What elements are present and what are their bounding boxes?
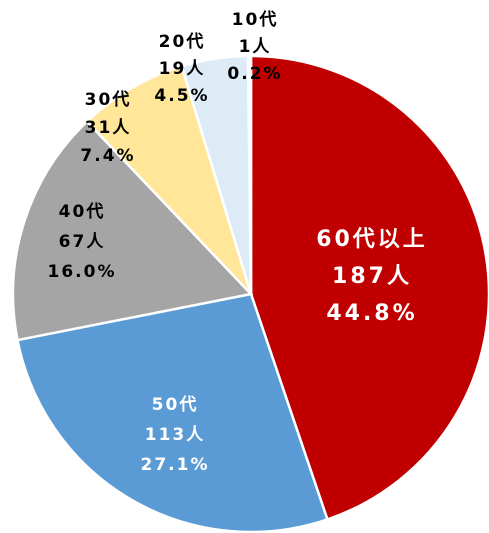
pie-slice xyxy=(249,54,489,521)
slice-value-label: 27.1% xyxy=(141,455,210,475)
slice-count-label: 19人 xyxy=(159,59,206,79)
pie-slice xyxy=(85,64,253,295)
slice-category-label: 50代 xyxy=(152,394,199,415)
slice-value-label: 0.2% xyxy=(227,64,282,84)
slice-value-label: 7.4% xyxy=(80,146,135,166)
slice-count-label: 31人 xyxy=(85,118,132,138)
pie-slice xyxy=(246,54,253,295)
pie-slice xyxy=(16,292,329,533)
slice-count-label: 67人 xyxy=(59,232,106,252)
slice-category-label: 40代 xyxy=(59,201,106,222)
slice-value-label: 4.5% xyxy=(154,86,209,106)
pie-slice xyxy=(11,119,254,342)
slice-count-label: 113人 xyxy=(145,425,206,445)
slice-category-label: 20代 xyxy=(159,31,206,52)
slice-category-label: 30代 xyxy=(85,89,132,110)
slice-category-label: 60代以上 xyxy=(316,227,428,252)
slice-value-label: 16.0% xyxy=(48,262,117,282)
slice-category-label: 10代 xyxy=(232,9,279,30)
slice-count-label: 187人 xyxy=(332,264,412,289)
slice-value-label: 44.8% xyxy=(326,301,417,326)
slice-count-label: 1人 xyxy=(239,37,272,57)
